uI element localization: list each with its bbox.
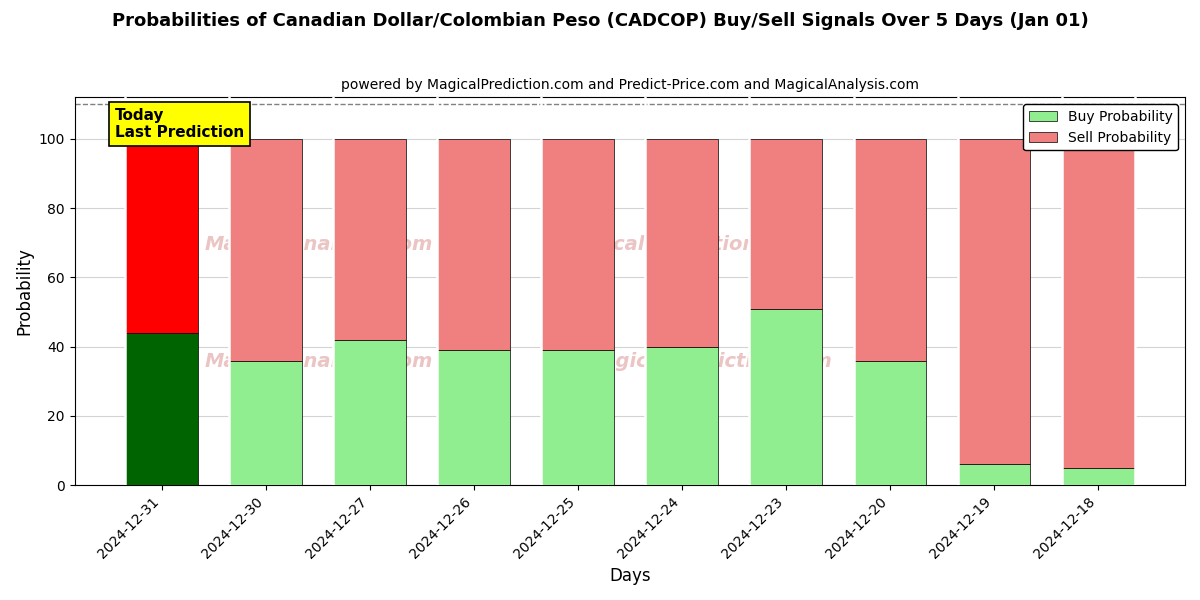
Text: MagicalPrediction.com: MagicalPrediction.com [560, 235, 810, 254]
Bar [334, 340, 406, 485]
Bar [853, 139, 926, 361]
Bar [1062, 139, 1134, 468]
Bar [541, 350, 614, 485]
Text: Probabilities of Canadian Dollar/Colombian Peso (CADCOP) Buy/Sell Signals Over 5: Probabilities of Canadian Dollar/Colombi… [112, 12, 1088, 30]
Title: powered by MagicalPrediction.com and Predict-Price.com and MagicalAnalysis.com: powered by MagicalPrediction.com and Pre… [341, 78, 919, 92]
Text: MagicalAnalysis.com: MagicalAnalysis.com [205, 352, 433, 371]
Bar [750, 308, 822, 485]
Bar [1062, 468, 1134, 485]
Bar [334, 139, 406, 340]
Bar [541, 139, 614, 350]
X-axis label: Days: Days [610, 567, 650, 585]
Bar [229, 361, 302, 485]
Bar [229, 139, 302, 361]
Bar [646, 347, 719, 485]
Text: Today
Last Prediction: Today Last Prediction [115, 108, 244, 140]
Bar [958, 139, 1031, 464]
Bar [125, 139, 198, 333]
Bar [853, 361, 926, 485]
Y-axis label: Probability: Probability [16, 247, 34, 335]
Bar [437, 139, 510, 350]
Bar [646, 139, 719, 347]
Bar [125, 333, 198, 485]
Legend: Buy Probability, Sell Probability: Buy Probability, Sell Probability [1024, 104, 1178, 151]
Bar [958, 464, 1031, 485]
Text: MagicalAnalysis.com: MagicalAnalysis.com [205, 235, 433, 254]
Text: MagicalPrediction.com: MagicalPrediction.com [583, 352, 832, 371]
Bar [437, 350, 510, 485]
Bar [750, 139, 822, 308]
